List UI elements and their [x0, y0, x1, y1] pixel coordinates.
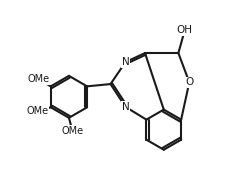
Text: OMe: OMe	[26, 106, 49, 116]
Text: N: N	[122, 102, 129, 112]
Text: OH: OH	[177, 25, 193, 35]
Text: OMe: OMe	[61, 126, 84, 136]
Text: O: O	[185, 77, 193, 87]
Text: N: N	[122, 57, 129, 67]
Text: OMe: OMe	[28, 74, 50, 85]
